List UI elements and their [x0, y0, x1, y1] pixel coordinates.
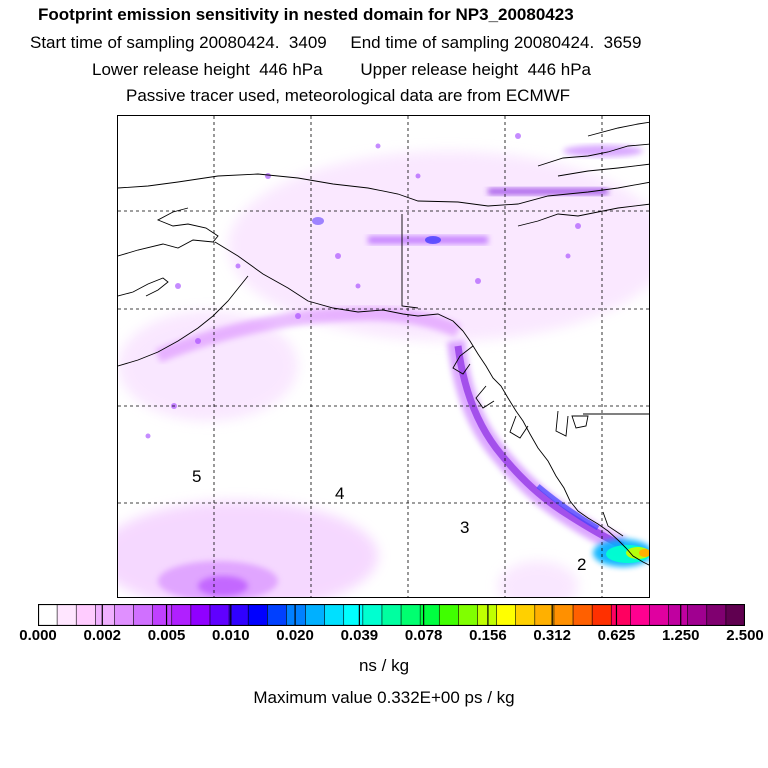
colorbar-swatch	[38, 604, 58, 626]
colorbar-tick-label: 0.039	[340, 627, 379, 644]
sensitivity-field	[118, 133, 649, 597]
colorbar-swatch	[343, 604, 364, 626]
colorbar-tick-label: 0.078	[404, 627, 443, 644]
colorbar-swatch	[95, 604, 116, 626]
colorbar-swatch	[381, 604, 402, 626]
colorbar-swatch	[553, 604, 574, 626]
map-title: Footprint emission sensitivity in nested…	[38, 5, 574, 24]
colorbar-swatch	[267, 604, 288, 626]
colorbar-swatch	[305, 604, 326, 626]
coastlines	[118, 121, 649, 566]
colorbar-units: ns / kg	[358, 656, 410, 675]
colorbar-swatch	[324, 604, 345, 626]
colorbar-swatch	[133, 604, 154, 626]
maximum-value-text: Maximum value 0.332E+00 ps / kg	[253, 688, 515, 707]
color-legend-bar	[38, 604, 745, 626]
colorbar-swatch	[286, 604, 307, 626]
colorbar-swatch	[75, 604, 97, 626]
colorbar-swatch	[190, 604, 211, 626]
colorbar-swatch	[649, 604, 670, 626]
colorbar-swatch	[572, 604, 593, 626]
colorbar-swatch	[496, 604, 517, 626]
colorbar-swatch	[152, 604, 173, 626]
point-label-2: 2	[577, 555, 586, 574]
colorbar-tick-label: 0.002	[83, 627, 122, 644]
colorbar-swatch	[458, 604, 479, 626]
colorbar-swatch	[725, 604, 745, 626]
colorbar-swatch	[534, 604, 555, 626]
colorbar-tick-label: 0.625	[597, 627, 636, 644]
colorbar-swatch	[438, 604, 460, 626]
lat-lon-grid	[118, 116, 649, 597]
point-label-5: 5	[192, 467, 201, 486]
footprint-map: 5 4 3 2	[117, 115, 650, 598]
colorbar-swatch	[610, 604, 632, 626]
colorbar-swatch	[668, 604, 689, 626]
colorbar-swatch	[591, 604, 613, 626]
colorbar-tick-label: 1.250	[661, 627, 700, 644]
colorbar-swatch	[477, 604, 498, 626]
sampling-time-line: Start time of sampling 20080424. 3409 En…	[30, 33, 642, 52]
colorbar-tick-label: 0.020	[276, 627, 314, 644]
colorbar-swatch	[362, 604, 383, 626]
colorbar-tick-label: 2.500	[726, 627, 764, 644]
colorbar-swatch	[247, 604, 269, 626]
point-label-3: 3	[460, 518, 469, 537]
tracer-info-line: Passive tracer used, meteorological data…	[126, 86, 571, 105]
colorbar-swatch	[228, 604, 249, 626]
colorbar-swatch	[630, 604, 651, 626]
colorbar-swatch	[515, 604, 536, 626]
release-height-line: Lower release height 446 hPa Upper relea…	[92, 60, 591, 79]
colorbar-swatch	[706, 604, 727, 626]
colorbar-swatch	[56, 604, 78, 626]
colorbar-swatch	[400, 604, 421, 626]
point-label-4: 4	[335, 484, 344, 503]
colorbar-tick-label: 0.005	[147, 627, 186, 644]
map-canvas: 5 4 3 2	[118, 116, 649, 597]
colorbar-swatch	[209, 604, 230, 626]
colorbar-tick-label: 0.312	[533, 627, 571, 644]
colorbar-swatch	[114, 604, 135, 626]
colorbar-swatch	[687, 604, 708, 626]
colorbar-swatch	[171, 604, 192, 626]
colorbar-tick-label: 0.010	[212, 627, 250, 644]
colorbar-tick-label: 0.156	[469, 627, 507, 644]
colorbar-tick-label: 0.000	[19, 627, 57, 644]
